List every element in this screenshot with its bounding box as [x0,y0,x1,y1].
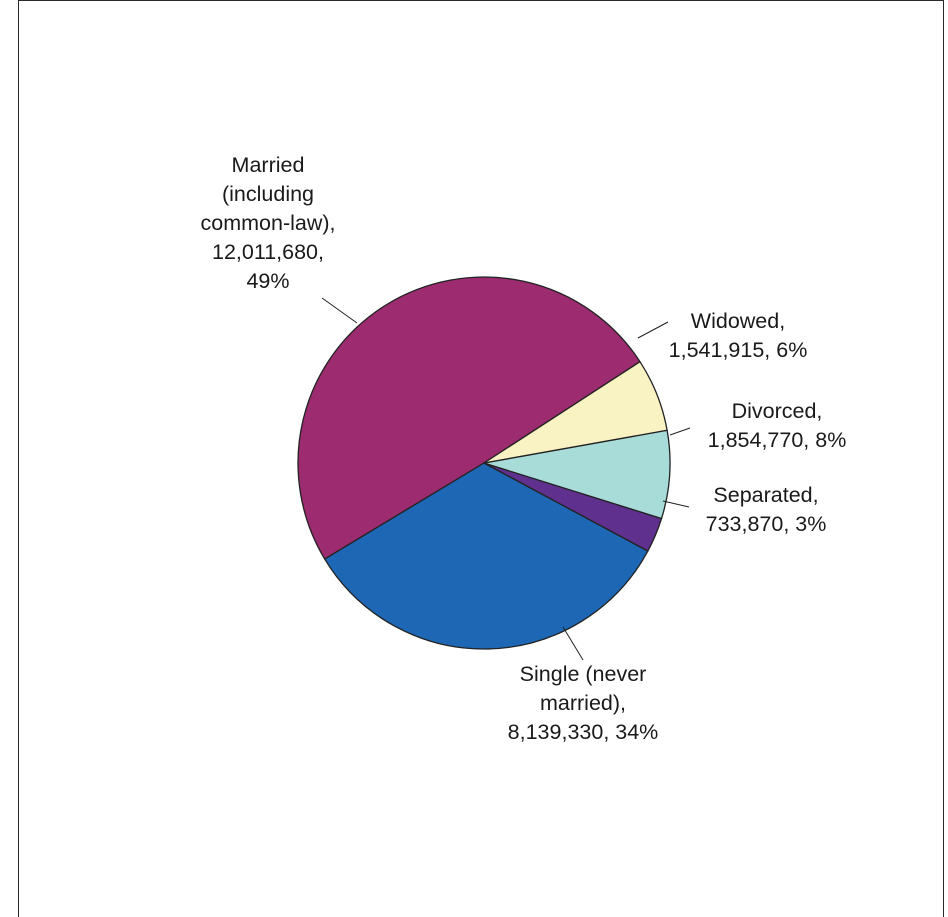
slice-label-line: Single (never [520,662,647,686]
slice-label-line: common-law), [201,211,336,235]
slice-labels: Married (including common-law), 12,011,680,… [201,153,847,744]
slice-label-5: Widowed, 1,541,915, 6% [669,309,808,362]
slice-label-line: Married [232,153,305,177]
slice-label-4: Divorced, 1,854,770, 8% [708,399,847,452]
leader-line-4 [669,427,691,436]
pie-slices [297,276,671,650]
slice-label-line: Divorced, [732,399,823,423]
slice-label-1: Married (including common-law), 12,011,680,… [201,153,336,293]
slice-label-3: Separated, 733,870, 3% [706,483,827,536]
slice-label-line: Widowed, [691,309,785,333]
leader-lines [321,297,691,661]
leader-line-5 [637,321,669,339]
slice-label-line: 12,011,680, [212,240,324,264]
slice-label-line: 733,870, 3% [706,512,827,536]
leader-line-3 [662,500,690,508]
leader-line-1 [321,297,358,324]
slice-label-line: married), [540,691,626,715]
pie-slice-single-never-married [324,462,649,650]
slice-label-line: Separated, [713,483,818,507]
slice-label-line: 49% [246,269,289,293]
slice-label-line: (including [222,182,314,206]
slice-label-line: 8,139,330, 34% [508,720,659,744]
leader-line-2 [562,626,584,661]
slice-label-2: Single (never married), 8,139,330, 34% [508,662,659,744]
pie-slice-widowed [483,361,668,464]
pie-slice-married-including-common-law [297,276,641,560]
slice-label-line: 1,541,915, 6% [669,338,808,362]
slice-label-line: 1,854,770, 8% [708,428,847,452]
